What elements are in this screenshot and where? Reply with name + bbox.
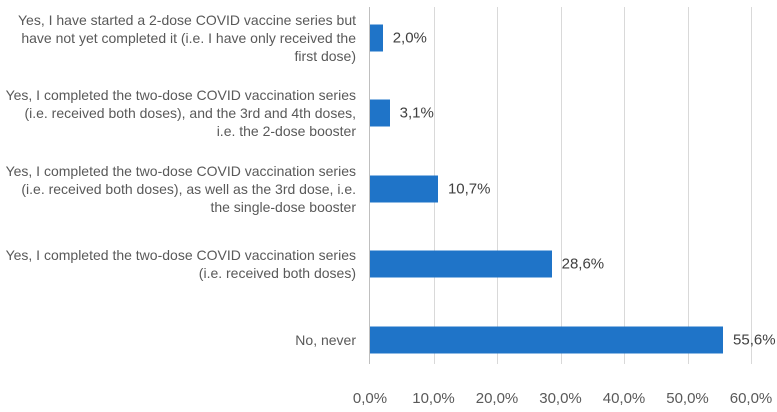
data-label: 55,6% (733, 331, 776, 349)
category-label: No, never (0, 331, 356, 349)
category-label: Yes, I completed the two-dose COVID vacc… (0, 86, 356, 140)
category-label-line: first dose) (294, 48, 356, 64)
category-label-line: i.e. the 2-dose booster (216, 123, 356, 139)
bar (370, 99, 390, 127)
gridline (751, 7, 752, 364)
data-label: 3,1% (399, 104, 434, 122)
category-label-line: (i.e. received both doses) (198, 265, 356, 281)
data-label: 28,6% (561, 255, 605, 273)
category-label-line: Yes, I completed the two-dose COVID vacc… (5, 163, 356, 179)
category-label: Yes, I completed the two-dose COVID vacc… (0, 162, 356, 216)
category-label-line: Yes, I completed the two-dose COVID vacc… (5, 247, 356, 263)
category-label-line: Yes, I completed the two-dose COVID vacc… (5, 87, 356, 103)
x-tick-label: 40,0% (602, 390, 646, 407)
category-label-line: No, never (295, 332, 356, 348)
gridline (624, 7, 625, 364)
bar (370, 24, 383, 52)
category-label-line: Yes, I have started a 2-dose COVID vacci… (18, 12, 356, 28)
data-label: 2,0% (392, 29, 427, 47)
gridline (688, 7, 689, 364)
bar (370, 175, 438, 203)
x-tick-label: 0,0% (352, 390, 388, 407)
category-label-line: have not yet completed it (i.e. I have o… (21, 30, 356, 46)
x-tick-label: 50,0% (666, 390, 709, 407)
category-label: Yes, I have started a 2-dose COVID vacci… (0, 11, 356, 65)
bar (370, 250, 552, 278)
x-tick-label: 10,0% (412, 390, 455, 407)
category-label-line: the single-dose booster (210, 199, 356, 215)
x-tick-label: 60,0% (729, 390, 773, 407)
data-label: 10,7% (447, 180, 491, 198)
category-axis (369, 7, 370, 364)
category-label: Yes, I completed the two-dose COVID vacc… (0, 246, 356, 282)
gridline (497, 7, 498, 364)
gridline (561, 7, 562, 364)
x-tick-label: 20,0% (475, 390, 519, 407)
category-label-line: (i.e. received both doses), and the 3rd … (24, 105, 356, 121)
category-label-line: (i.e. received both doses), as well as t… (21, 181, 356, 197)
x-tick-label: 30,0% (539, 390, 582, 407)
bar (370, 326, 724, 354)
